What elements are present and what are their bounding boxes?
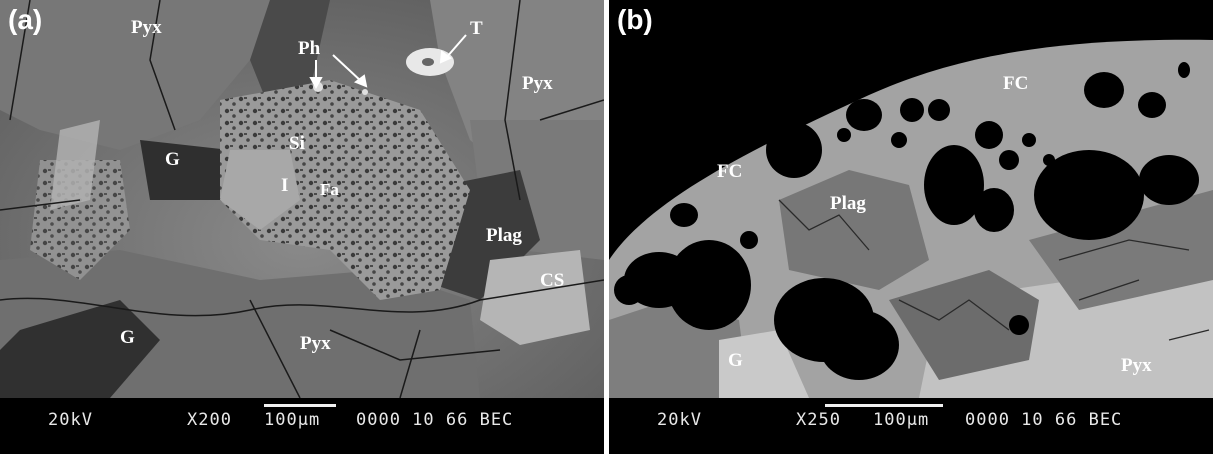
sem-image-a — [0, 0, 604, 398]
panel-divider — [604, 0, 609, 454]
panel-b: (b) FC FC Plag G Pyx 20kV X250 100µm 000… — [609, 0, 1213, 454]
label-fc: FC — [717, 161, 743, 182]
label-i: I — [281, 175, 289, 196]
magnification-text: X200 — [187, 410, 232, 430]
label-pyx: Pyx — [1121, 355, 1152, 376]
panel-label-b: (b) — [617, 4, 653, 35]
label-fa: Fa — [320, 180, 339, 199]
info-bar-b: 20kV X250 100µm 0000 10 66 BEC — [609, 398, 1213, 454]
sem-image-b — [609, 0, 1213, 398]
magnification-text: X250 — [796, 410, 841, 430]
panel-a: (a) Pyx Ph T Pyx Si G I Fa Plag CS G Pyx… — [0, 0, 604, 454]
voltage-text: 20kV — [657, 410, 702, 430]
label-g: G — [728, 350, 743, 371]
info-bar-a: 20kV X200 100µm 0000 10 66 BEC — [0, 398, 604, 454]
code-text: 0000 10 66 BEC — [356, 410, 514, 430]
panel-label-a: (a) — [8, 4, 43, 35]
micrograph-b — [609, 0, 1213, 398]
micrograph-a — [0, 0, 604, 398]
label-fc: FC — [1003, 73, 1029, 94]
code-text: 0000 10 66 BEC — [965, 410, 1123, 430]
voltage-text: 20kV — [48, 410, 93, 430]
label-pyx: Pyx — [522, 73, 553, 94]
label-ph: Ph — [298, 38, 321, 59]
label-cs: CS — [540, 270, 565, 291]
label-g: G — [120, 327, 135, 348]
scale-bar — [825, 404, 943, 407]
label-si: Si — [289, 133, 305, 154]
label-g: G — [165, 149, 180, 170]
label-pyx: Pyx — [131, 17, 162, 38]
label-t: T — [470, 18, 483, 39]
scale-text: 100µm — [264, 410, 321, 430]
label-plag: Plag — [486, 225, 522, 246]
label-pyx: Pyx — [300, 333, 331, 354]
scale-text: 100µm — [873, 410, 930, 430]
scale-bar — [264, 404, 336, 407]
label-plag: Plag — [830, 193, 866, 214]
